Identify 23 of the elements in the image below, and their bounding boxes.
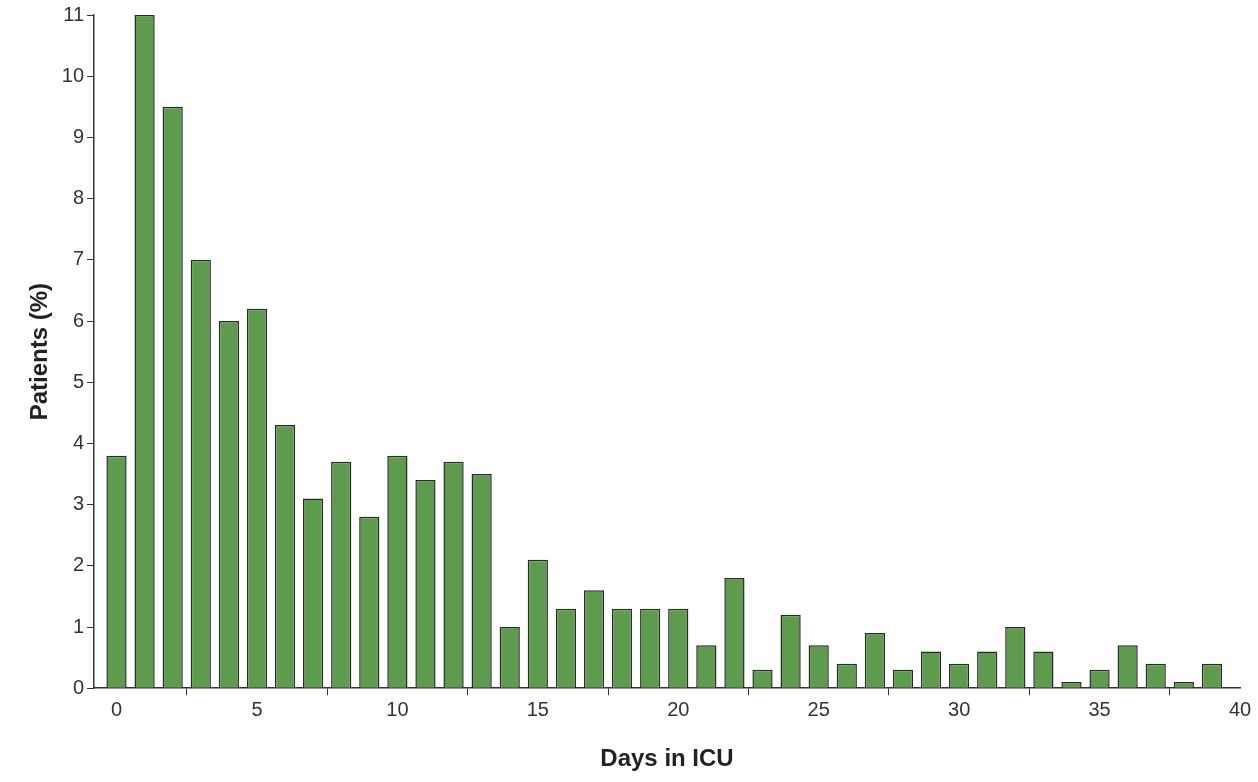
x-tick-label: 25 (807, 697, 830, 720)
y-axis-title: Patients (%) (25, 282, 53, 421)
x-tick-label: 35 (1088, 697, 1111, 720)
y-tick-label: 5 (72, 369, 85, 392)
y-tick-label: 3 (72, 492, 85, 515)
x-tick-label: 20 (667, 697, 690, 720)
x-tick-label: 0 (110, 697, 123, 720)
y-tick-label: 7 (72, 247, 85, 270)
x-tick-label: 30 (948, 697, 971, 720)
y-tick-label: 11 (63, 2, 85, 25)
x-tick-label: 5 (251, 697, 263, 720)
x-tick-label: 40 (1228, 697, 1252, 720)
y-tick-label: 9 (72, 124, 85, 147)
y-tick-label: 8 (72, 186, 85, 209)
x-tick-label: 10 (386, 697, 409, 720)
x-tick-label: 15 (526, 697, 549, 720)
x-axis-title: Days in ICU (600, 744, 734, 772)
y-tick-label: 4 (72, 430, 85, 453)
y-tick-label: 10 (61, 63, 85, 86)
y-tick-label: 2 (72, 553, 85, 576)
y-tick-label: 0 (72, 675, 85, 698)
y-tick-label: 1 (72, 614, 85, 637)
y-tick-label: 6 (72, 308, 85, 331)
